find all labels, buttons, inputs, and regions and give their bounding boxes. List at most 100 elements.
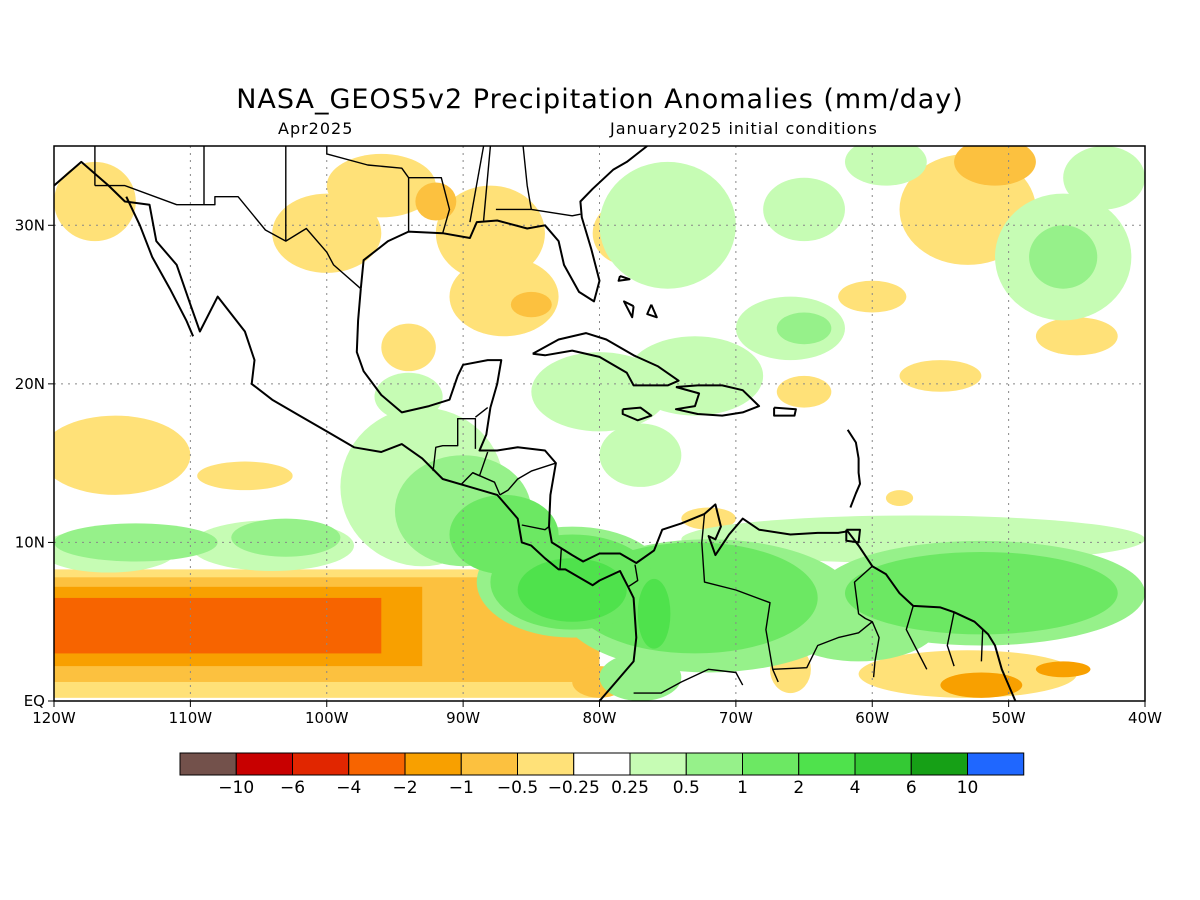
- valid-month-label: Apr2025: [278, 119, 354, 138]
- anomaly-region: [197, 461, 293, 491]
- colorbar-swatch: [517, 752, 575, 776]
- anomaly-region: [1063, 146, 1145, 210]
- anomaly-region: [415, 182, 457, 221]
- lon-tick-label: 100W: [305, 709, 349, 727]
- coastline: [845, 528, 861, 544]
- colorbar-label: 10: [957, 778, 979, 798]
- country-border: [469, 146, 485, 223]
- colorbar-label: −0.5: [497, 778, 538, 798]
- country-border: [408, 177, 451, 234]
- anomaly-region: [626, 336, 764, 416]
- colorbar-label: −1: [449, 778, 474, 798]
- country-border: [559, 548, 566, 570]
- anomaly-region: [599, 653, 682, 701]
- country-border: [974, 621, 984, 662]
- anomaly-region: [899, 360, 982, 392]
- coastline: [532, 332, 680, 387]
- colorbar-swatch: [348, 752, 406, 776]
- colorbar-swatch: [854, 752, 912, 776]
- coastline: [773, 406, 797, 417]
- lon-tick-label: 60W: [855, 709, 889, 727]
- anomaly-region: [599, 161, 736, 289]
- coastline: [674, 384, 761, 417]
- lon-tick-label: 80W: [583, 709, 617, 727]
- anomaly-region: [510, 291, 552, 318]
- lat-tick-label: EQ: [24, 692, 45, 710]
- colorbar-label: −0.25: [548, 778, 600, 798]
- country-border: [522, 146, 532, 210]
- colorbar-label: −6: [280, 778, 305, 798]
- anomaly-region: [599, 423, 682, 487]
- coastline: [125, 196, 195, 337]
- country-border: [482, 146, 492, 221]
- anomaly-region: [844, 146, 927, 186]
- anomaly-region: [844, 551, 1118, 635]
- graticule: [54, 146, 1145, 701]
- colorbar-label: 0.25: [611, 778, 649, 798]
- init-conditions-label: January2025 initial conditions: [610, 119, 878, 138]
- country-border: [432, 418, 477, 472]
- country-border: [474, 407, 489, 418]
- lon-tick-label: 50W: [992, 709, 1026, 727]
- coastlines: [54, 146, 1017, 701]
- lat-tick-label: 30N: [15, 216, 45, 234]
- country-border: [627, 564, 639, 588]
- colorbar-swatch: [460, 752, 518, 776]
- country-border: [499, 462, 557, 496]
- anomaly-region: [838, 280, 907, 313]
- lon-tick-label: 40W: [1128, 709, 1162, 727]
- anomaly-region: [517, 558, 627, 622]
- anomaly-field: [54, 146, 1145, 701]
- colorbar-label: −4: [336, 778, 361, 798]
- colorbar-swatch: [742, 752, 800, 776]
- colorbar: −10 −6 −4 −2 −1 −0.5 −0.25 0.25 0.5 1 2 4 6 10: [179, 752, 1025, 798]
- anomaly-region: [954, 146, 1036, 186]
- anomaly-band: [54, 597, 382, 654]
- colorbar-swatch: [967, 752, 1025, 776]
- colorbar-swatch: [685, 752, 743, 776]
- colorbar-swatch: [235, 752, 293, 776]
- political-borders: [94, 146, 984, 694]
- colorbar-swatch: [629, 752, 687, 776]
- coastline: [359, 146, 648, 303]
- country-border: [326, 146, 410, 232]
- anomaly-region: [885, 490, 914, 506]
- colorbar-label: −2: [392, 778, 417, 798]
- anomaly-region: [381, 323, 436, 372]
- colorbar-label: 4: [850, 778, 861, 798]
- anomaly-region: [940, 672, 1023, 698]
- coastline: [355, 288, 1017, 701]
- coastline: [846, 429, 861, 508]
- lon-tick-label: 90W: [446, 709, 480, 727]
- lat-tick-label: 20N: [15, 375, 45, 393]
- anomaly-region: [776, 375, 832, 408]
- colorbar-label: 6: [906, 778, 917, 798]
- anomaly-region: [763, 177, 845, 242]
- coastline: [617, 275, 631, 282]
- colorbar-swatch: [573, 752, 631, 776]
- colorbar-swatch: [179, 752, 237, 776]
- anomaly-region: [231, 518, 341, 557]
- country-border: [472, 472, 501, 496]
- colorbar-swatch: [910, 752, 968, 776]
- country-border: [701, 513, 779, 683]
- map-title: NASA_GEOS5v2 Precipitation Anomalies (mm…: [236, 84, 964, 115]
- country-border: [633, 668, 744, 694]
- coastline: [54, 160, 638, 701]
- anomaly-region: [637, 578, 671, 649]
- country-border: [772, 621, 873, 670]
- colorbar-label: 0.5: [673, 778, 700, 798]
- anomaly-region: [272, 193, 382, 273]
- anomaly-region: [1035, 317, 1118, 356]
- anomaly-region: [374, 372, 443, 421]
- colorbar-label: −10: [218, 778, 254, 798]
- lat-tick-label: 10N: [15, 533, 45, 551]
- anomaly-region: [1029, 225, 1098, 289]
- country-border: [946, 612, 955, 667]
- coastline: [621, 406, 653, 422]
- anomaly-region: [776, 312, 832, 345]
- colorbar-swatch: [798, 752, 856, 776]
- country-border: [521, 524, 550, 531]
- anomaly-region: [1035, 661, 1091, 678]
